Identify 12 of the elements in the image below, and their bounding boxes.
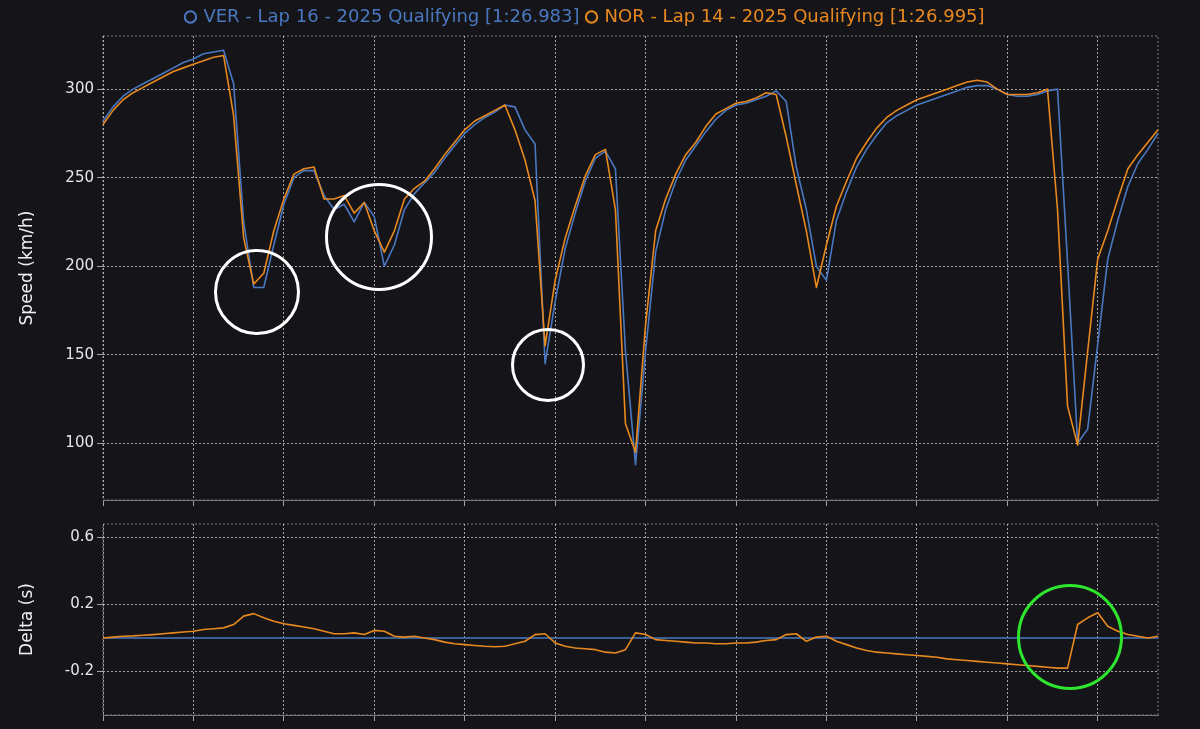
y-tick-label: 0.2 [70, 594, 94, 613]
y-axis-title: Speed (km/h) [15, 210, 36, 326]
y-tick-label: 150 [65, 344, 94, 363]
y-tick-label: 250 [65, 167, 94, 186]
legend-label: NOR - Lap 14 - 2025 Qualifying [1:26.995] [604, 4, 985, 26]
y-tick-label: 100 [65, 433, 94, 452]
y-tick-label: 300 [65, 79, 94, 98]
y-tick-label: 200 [65, 256, 94, 275]
y-tick-label: 0.6 [70, 527, 94, 546]
y-axis-title: Delta (s) [15, 583, 36, 656]
y-tick-label: -0.2 [64, 661, 94, 680]
legend-label: VER - Lap 16 - 2025 Qualifying [1:26.983] [203, 4, 580, 26]
